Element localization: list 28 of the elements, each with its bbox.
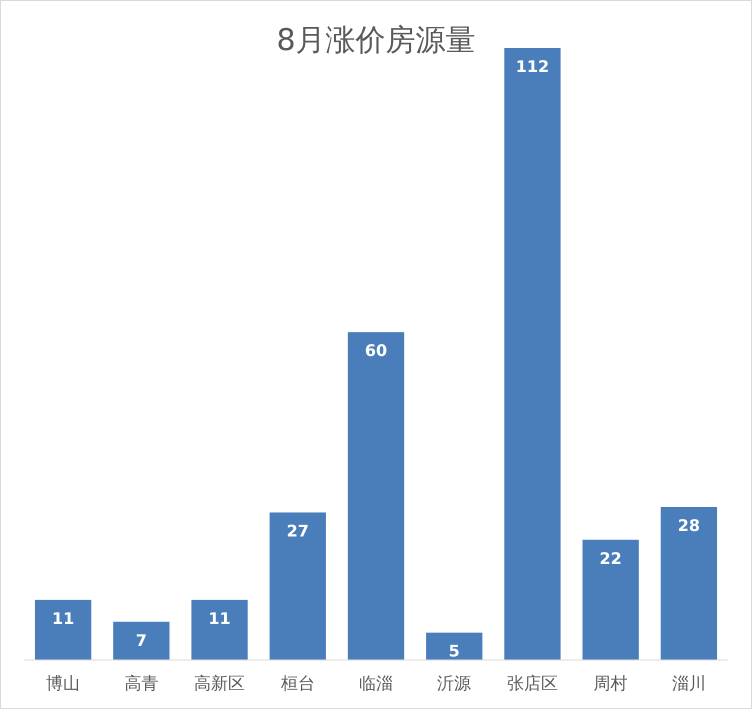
x-tick-label: 高新区 [194, 674, 246, 694]
x-tick-label: 临淄 [359, 674, 393, 694]
bar [191, 600, 248, 660]
bar [504, 48, 561, 660]
data-label: 28 [678, 516, 700, 535]
data-label: 27 [286, 521, 309, 540]
data-label: 60 [364, 341, 388, 360]
bar [270, 512, 326, 660]
bar [34, 600, 92, 660]
x-tick-label: 桓台 [280, 674, 315, 694]
bar [660, 507, 718, 660]
x-tick-label: 高青 [124, 674, 158, 694]
data-label: 7 [136, 630, 147, 650]
bar [113, 622, 170, 660]
data-label: 11 [208, 608, 231, 628]
bar [426, 632, 482, 660]
data-label: 22 [600, 548, 622, 568]
data-label: 5 [448, 642, 460, 661]
x-tick-label: 淄川 [672, 674, 706, 694]
data-label: 11 [52, 608, 74, 628]
x-tick-label: 张店区 [506, 674, 558, 694]
bar [348, 332, 404, 660]
chart-title: 8月涨价房源量 [276, 23, 476, 58]
x-tick-label: 博山 [46, 674, 80, 694]
x-tick-label: 周村 [594, 674, 628, 694]
bar [582, 540, 639, 660]
data-label: 112 [516, 57, 550, 76]
x-tick-label: 沂源 [437, 674, 472, 694]
